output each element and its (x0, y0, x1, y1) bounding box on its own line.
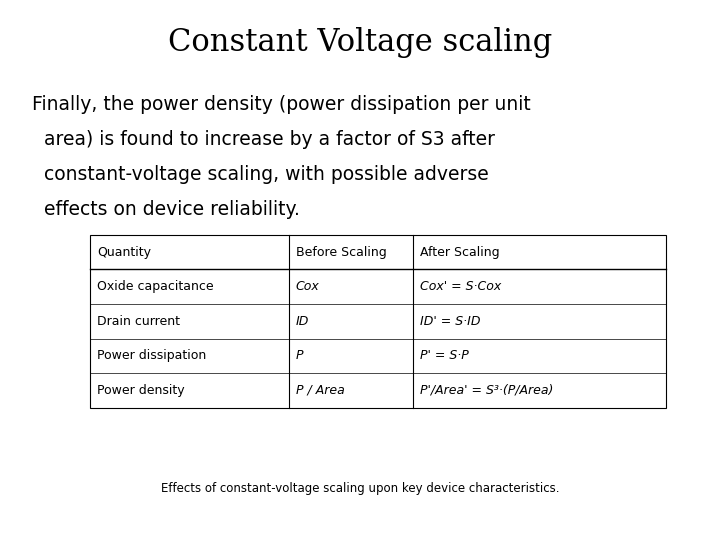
Text: P / Area: P / Area (296, 384, 345, 397)
Text: Quantity: Quantity (97, 246, 151, 259)
Text: After Scaling: After Scaling (420, 246, 500, 259)
Text: Constant Voltage scaling: Constant Voltage scaling (168, 27, 552, 58)
Text: Power density: Power density (97, 384, 185, 397)
Text: constant-voltage scaling, with possible adverse: constant-voltage scaling, with possible … (32, 165, 489, 184)
Text: P'/Area' = S³·(P/Area): P'/Area' = S³·(P/Area) (420, 384, 553, 397)
Text: effects on device reliability.: effects on device reliability. (32, 200, 300, 219)
Text: area) is found to increase by a factor of S3 after: area) is found to increase by a factor o… (32, 130, 495, 148)
Bar (90, 235, 666, 408)
Text: Oxide capacitance: Oxide capacitance (97, 280, 214, 293)
Text: P: P (296, 349, 303, 362)
Text: Drain current: Drain current (97, 315, 180, 328)
Text: Effects of constant-voltage scaling upon key device characteristics.: Effects of constant-voltage scaling upon… (161, 482, 559, 495)
Text: Cox: Cox (296, 280, 320, 293)
Text: P' = S·P: P' = S·P (420, 349, 469, 362)
Text: Cox' = S·Cox: Cox' = S·Cox (420, 280, 501, 293)
Text: Power dissipation: Power dissipation (97, 349, 207, 362)
Text: ID: ID (296, 315, 310, 328)
Text: ID' = S·ID: ID' = S·ID (420, 315, 480, 328)
Text: Before Scaling: Before Scaling (296, 246, 387, 259)
Text: Finally, the power density (power dissipation per unit: Finally, the power density (power dissip… (32, 94, 531, 113)
